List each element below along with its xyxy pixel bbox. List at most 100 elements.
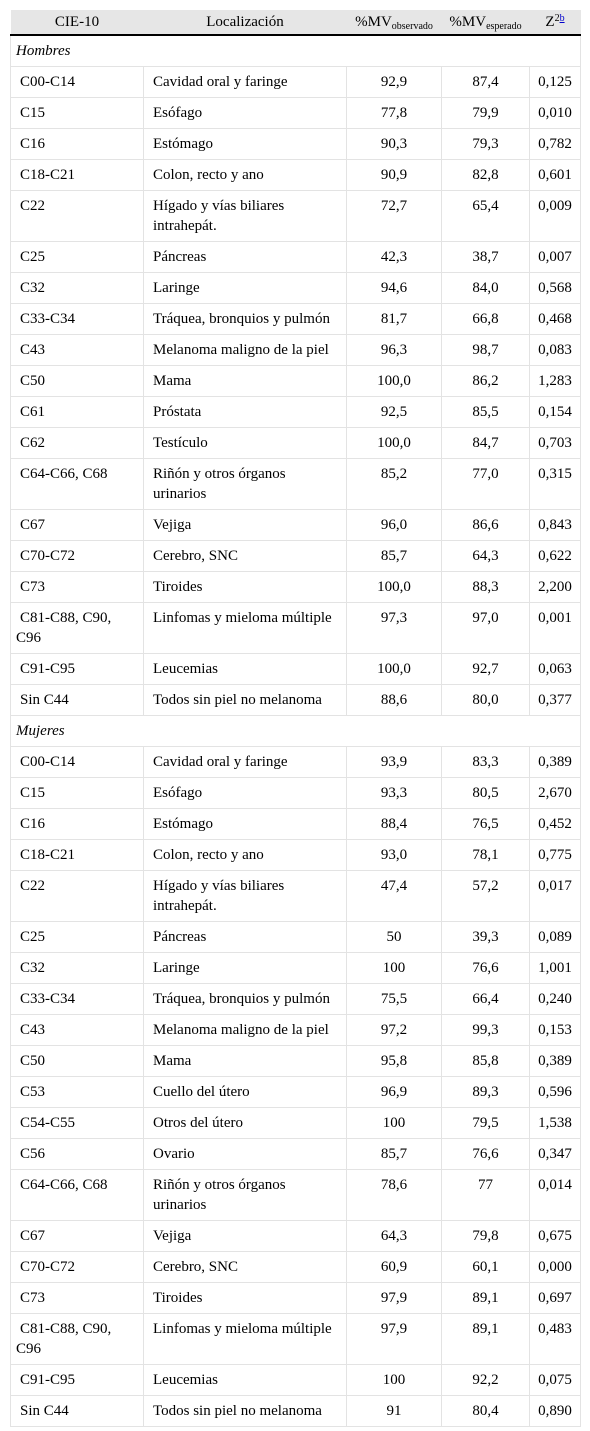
code-cell: C56 — [10, 1138, 144, 1170]
code-cell: C91-C95 — [10, 1364, 144, 1396]
code-cell: C50 — [10, 1045, 144, 1077]
code-cell: C18-C21 — [10, 839, 144, 871]
z-cell: 0,089 — [529, 921, 581, 953]
code-cell: C15 — [10, 97, 144, 129]
z-cell: 0,009 — [529, 190, 581, 242]
expected-cell: 97,0 — [441, 602, 530, 654]
table-row: C67 Vejiga 64,3 79,8 0,675 — [10, 1220, 581, 1252]
expected-cell: 77 — [441, 1169, 530, 1221]
z-cell: 0,703 — [529, 427, 581, 459]
header-z: Z2b — [529, 10, 581, 36]
observed-cell: 97,3 — [346, 602, 442, 654]
footnote-link[interactable]: b — [559, 13, 565, 24]
z-cell: 0,775 — [529, 839, 581, 871]
observed-cell: 85,7 — [346, 540, 442, 572]
z-cell: 0,782 — [529, 128, 581, 160]
table-row: C73 Tiroides 100,0 88,3 2,200 — [10, 571, 581, 603]
expected-cell: 80,0 — [441, 684, 530, 716]
code-cell: C00-C14 — [10, 66, 144, 98]
table-row: C25 Páncreas 50 39,3 0,089 — [10, 921, 581, 953]
code-cell: C81-C88, C90, C96 — [10, 602, 144, 654]
site-cell: Esófago — [143, 97, 347, 129]
table-row: C62 Testículo 100,0 84,7 0,703 — [10, 427, 581, 459]
expected-cell: 85,8 — [441, 1045, 530, 1077]
table-row: C73 Tiroides 97,9 89,1 0,697 — [10, 1282, 581, 1314]
table-row: C50 Mama 100,0 86,2 1,283 — [10, 365, 581, 397]
expected-cell: 89,1 — [441, 1313, 530, 1365]
site-cell: Linfomas y mieloma múltiple — [143, 1313, 347, 1365]
observed-cell: 90,9 — [346, 159, 442, 191]
observed-cell: 91 — [346, 1395, 442, 1427]
expected-cell: 66,4 — [441, 983, 530, 1015]
z-cell: 2,670 — [529, 777, 581, 809]
site-cell: Laringe — [143, 272, 347, 304]
table-row: C15 Esófago 93,3 80,5 2,670 — [10, 777, 581, 809]
code-cell: C62 — [10, 427, 144, 459]
table-row: Sin C44 Todos sin piel no melanoma 91 80,4 0… — [10, 1395, 581, 1427]
expected-cell: 87,4 — [441, 66, 530, 98]
site-cell: Páncreas — [143, 921, 347, 953]
expected-cell: 66,8 — [441, 303, 530, 335]
expected-cell: 79,3 — [441, 128, 530, 160]
observed-cell: 42,3 — [346, 241, 442, 273]
z-cell: 0,468 — [529, 303, 581, 335]
site-cell: Esófago — [143, 777, 347, 809]
expected-cell: 65,4 — [441, 190, 530, 242]
table-row: C61 Próstata 92,5 85,5 0,154 — [10, 396, 581, 428]
code-cell: C00-C14 — [10, 746, 144, 778]
z-cell: 0,568 — [529, 272, 581, 304]
expected-cell: 88,3 — [441, 571, 530, 603]
expected-cell: 38,7 — [441, 241, 530, 273]
table-row: C70-C72 Cerebro, SNC 85,7 64,3 0,622 — [10, 540, 581, 572]
z-cell: 1,538 — [529, 1107, 581, 1139]
observed-cell: 93,0 — [346, 839, 442, 871]
site-cell: Cavidad oral y faringe — [143, 66, 347, 98]
observed-cell: 81,7 — [346, 303, 442, 335]
expected-cell: 39,3 — [441, 921, 530, 953]
table-row: C25 Páncreas 42,3 38,7 0,007 — [10, 241, 581, 273]
site-cell: Colon, recto y ano — [143, 159, 347, 191]
table-row: C81-C88, C90, C96 Linfomas y mieloma múlt… — [10, 1313, 581, 1365]
code-cell: Sin C44 — [10, 684, 144, 716]
header-expected-sub: esperado — [486, 21, 522, 32]
code-cell: C43 — [10, 334, 144, 366]
header-expected: %MVesperado — [441, 10, 530, 36]
observed-cell: 92,9 — [346, 66, 442, 98]
site-cell: Todos sin piel no melanoma — [143, 1395, 347, 1427]
z-cell: 0,153 — [529, 1014, 581, 1046]
z-cell: 0,010 — [529, 97, 581, 129]
observed-cell: 85,7 — [346, 1138, 442, 1170]
observed-cell: 47,4 — [346, 870, 442, 922]
observed-cell: 100 — [346, 952, 442, 984]
expected-cell: 82,8 — [441, 159, 530, 191]
z-cell: 0,017 — [529, 870, 581, 922]
observed-cell: 72,7 — [346, 190, 442, 242]
z-cell: 0,377 — [529, 684, 581, 716]
z-cell: 0,890 — [529, 1395, 581, 1427]
code-cell: C33-C34 — [10, 983, 144, 1015]
code-cell: C16 — [10, 808, 144, 840]
site-cell: Estómago — [143, 808, 347, 840]
site-cell: Melanoma maligno de la piel — [143, 1014, 347, 1046]
z-cell: 2,200 — [529, 571, 581, 603]
observed-cell: 100,0 — [346, 365, 442, 397]
table-row: C32 Laringe 100 76,6 1,001 — [10, 952, 581, 984]
table-row: C56 Ovario 85,7 76,6 0,347 — [10, 1138, 581, 1170]
header-observed-sub: observado — [391, 21, 433, 32]
site-cell: Mama — [143, 365, 347, 397]
z-cell: 0,240 — [529, 983, 581, 1015]
expected-cell: 85,5 — [441, 396, 530, 428]
site-cell: Tiroides — [143, 571, 347, 603]
observed-cell: 90,3 — [346, 128, 442, 160]
site-cell: Laringe — [143, 952, 347, 984]
table-row: C18-C21 Colon, recto y ano 93,0 78,1 0,775 — [10, 839, 581, 871]
table-row: C22 Hígado y vías biliares intrahepát. 47,… — [10, 870, 581, 922]
site-cell: Linfomas y mieloma múltiple — [143, 602, 347, 654]
table-row: C64-C66, C68 Riñón y otros órganos urinar… — [10, 1169, 581, 1221]
code-cell: C73 — [10, 571, 144, 603]
table-header: CIE-10 Localización %MVobservado %MVespe… — [10, 10, 581, 36]
observed-cell: 77,8 — [346, 97, 442, 129]
expected-cell: 76,6 — [441, 952, 530, 984]
section-row: Hombres — [10, 34, 581, 67]
table-row: C16 Estómago 90,3 79,3 0,782 — [10, 128, 581, 160]
